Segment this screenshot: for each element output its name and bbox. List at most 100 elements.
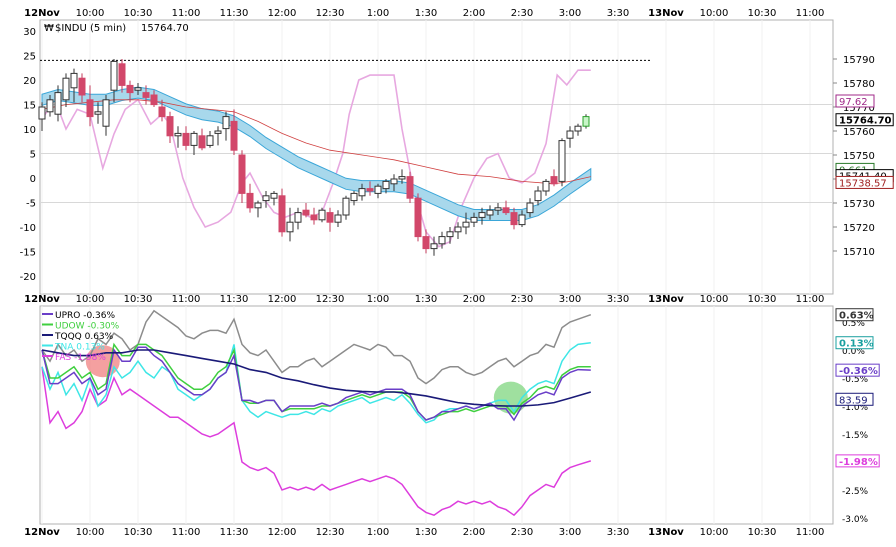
bottom-axis-tick-label: 3:30 xyxy=(607,527,629,538)
series-line xyxy=(41,341,591,424)
left-tick-label: 10 xyxy=(23,125,36,136)
legend-label: TQQQ 0.63% xyxy=(54,332,114,342)
bottom-axis-tick-label: 10:30 xyxy=(124,527,153,538)
candle-body xyxy=(358,188,366,197)
top-axis-tick-label: 10:00 xyxy=(76,8,105,19)
candle xyxy=(286,207,294,242)
percent-tick-label: -2.5% xyxy=(842,487,869,497)
middle-axis-tick-label: 11:00 xyxy=(796,294,825,305)
ma-red-polyline xyxy=(41,99,591,185)
candle xyxy=(94,102,102,124)
comparison-grid xyxy=(41,306,811,524)
candle-body xyxy=(398,176,406,180)
candle-body xyxy=(326,212,334,223)
candle-body xyxy=(198,135,206,149)
percent-tag-box xyxy=(835,363,880,377)
candle-body xyxy=(230,120,238,151)
right-tick-label: 15730 xyxy=(843,199,875,210)
bottom-axis-tick-label: 11:00 xyxy=(796,527,825,538)
candle xyxy=(374,183,382,199)
candle-body xyxy=(526,202,534,214)
price-grid xyxy=(40,20,833,294)
candle xyxy=(270,191,278,206)
top-axis-tick-label: 11:00 xyxy=(796,8,825,19)
candle-body xyxy=(454,226,462,233)
candle xyxy=(110,59,118,103)
moving-average-red xyxy=(41,99,591,185)
candle xyxy=(214,126,222,146)
price-panel: 30 25 20 15 10 5 0 -5 -10 -15 -20 15790 15780 15770 1… xyxy=(20,19,894,295)
middle-axis-tick-label: 13Nov xyxy=(648,294,684,305)
candle-body xyxy=(414,197,422,238)
candle xyxy=(390,174,398,191)
candle-body xyxy=(510,212,518,226)
candle-body xyxy=(430,243,438,250)
candle xyxy=(198,128,206,151)
candle-body xyxy=(118,63,126,86)
comparison-series xyxy=(41,309,592,517)
candle xyxy=(158,99,166,122)
top-axis-tick-label: 2:30 xyxy=(511,8,533,19)
candle xyxy=(366,181,374,196)
candle xyxy=(238,150,246,203)
percent-tick-label: -1.0% xyxy=(842,403,869,413)
candle-body xyxy=(582,116,590,127)
candle-body xyxy=(126,84,134,94)
candle-body xyxy=(70,72,78,89)
candle-body xyxy=(462,221,470,228)
candle xyxy=(206,131,214,148)
candle xyxy=(470,212,478,227)
candle xyxy=(78,73,86,103)
right-tick-label: 15720 xyxy=(843,223,875,234)
chart-title: ₩ $INDU (5 min) 15764.70 xyxy=(44,23,189,34)
candle xyxy=(126,80,134,103)
candle-body xyxy=(86,99,94,118)
candle xyxy=(86,85,94,127)
left-tick-label: 25 xyxy=(23,52,36,63)
band-polygon xyxy=(41,86,592,222)
candle-body xyxy=(478,212,486,218)
percent-tag-box xyxy=(835,392,874,406)
candle xyxy=(510,207,518,230)
candle-body xyxy=(366,188,374,192)
middle-axis-tick-label: 10:00 xyxy=(76,294,105,305)
middle-time-axis: 12Nov 10:00 10:30 11:00 11:30 12:00 12:30 1:00 1… xyxy=(24,294,824,305)
moving-average-band xyxy=(41,86,592,222)
percent-tick-label: -0.5% xyxy=(842,375,869,385)
candle-body xyxy=(470,216,478,223)
candle xyxy=(278,188,286,237)
candle xyxy=(134,83,142,95)
candle xyxy=(494,203,502,215)
candle xyxy=(350,191,358,206)
legend-label: UPRO -0.36% xyxy=(55,311,115,321)
middle-axis-tick-label: 12:30 xyxy=(316,294,345,305)
candle xyxy=(518,210,526,227)
middle-axis-tick-label: 1:00 xyxy=(367,294,389,305)
price-tag-box xyxy=(835,175,894,189)
candle xyxy=(166,111,174,143)
percent-tag-label: 83.59 xyxy=(839,395,868,406)
candle-body xyxy=(286,221,294,233)
middle-axis-tick-label: 10:00 xyxy=(700,294,729,305)
candle xyxy=(582,114,590,129)
price-tag-box xyxy=(835,113,894,127)
candle-body xyxy=(502,207,510,214)
candle-body xyxy=(142,92,150,98)
candle-body xyxy=(318,209,326,221)
price-tag-label: 97.62 xyxy=(839,97,868,108)
bottom-axis-tick-label: 1:30 xyxy=(415,527,437,538)
bottom-axis-tick-label: 12:00 xyxy=(268,527,297,538)
top-axis-tick-label: 10:30 xyxy=(748,8,777,19)
percent-tag-label: 0.13% xyxy=(839,339,874,350)
candle-body xyxy=(382,180,390,190)
left-axis-ticks: 30 25 20 15 10 5 0 -5 -10 -15 -20 xyxy=(20,27,36,283)
middle-axis-tick-label: 10:30 xyxy=(748,294,777,305)
top-axis-tick-label: 12Nov xyxy=(24,8,60,19)
candle-body xyxy=(214,130,222,134)
middle-axis-tick-label: 1:30 xyxy=(415,294,437,305)
candle-body xyxy=(110,60,118,91)
series-line xyxy=(41,346,591,422)
bottom-axis-tick-label: 13Nov xyxy=(648,527,684,538)
bottom-axis-tick-label: 3:00 xyxy=(559,527,581,538)
